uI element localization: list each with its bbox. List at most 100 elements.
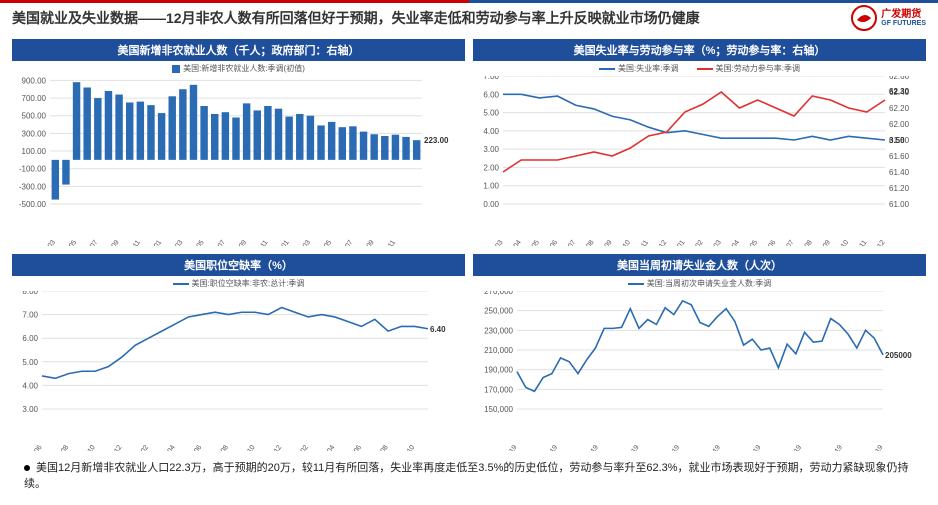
svg-text:2022-09: 2022-09	[355, 239, 376, 246]
svg-text:1.00: 1.00	[483, 182, 499, 191]
page-title: 美国就业及失业数据——12月非农人数有所回落但好于预期，失业率走低和劳动参与率上…	[12, 8, 851, 28]
svg-text:6.40: 6.40	[430, 325, 446, 334]
svg-text:170,000: 170,000	[484, 385, 513, 394]
svg-text:2022-06-19: 2022-06-19	[614, 444, 640, 451]
svg-text:-100.00: -100.00	[19, 165, 47, 174]
svg-text:62.20: 62.20	[889, 104, 910, 113]
svg-text:2022-02: 2022-02	[289, 444, 310, 451]
svg-text:150,000: 150,000	[484, 405, 513, 414]
brand-logo: 广发期货 GF FUTURES	[851, 5, 926, 31]
chart1-svg: -500.00-300.00-100.00100.00300.00500.007…	[12, 76, 462, 246]
svg-text:230,000: 230,000	[484, 326, 513, 335]
svg-text:2020-10: 2020-10	[76, 444, 97, 451]
svg-text:2020-05: 2020-05	[58, 239, 79, 246]
svg-text:2020-08: 2020-08	[50, 444, 71, 451]
svg-text:2022-09-19: 2022-09-19	[736, 444, 762, 451]
chart1-legend: 美国:新增非农就业人数:季调(初值)	[12, 61, 465, 76]
svg-text:-300.00: -300.00	[19, 182, 47, 191]
svg-text:2020-03: 2020-03	[36, 239, 57, 246]
svg-text:700.00: 700.00	[22, 94, 47, 103]
panel-vacancy: 美国职位空缺率（%） 美国:职位空缺率:非农:总计:季调 3.004.005.0…	[12, 254, 465, 451]
svg-text:2021-05: 2021-05	[185, 239, 206, 246]
svg-text:2022-07: 2022-07	[775, 239, 796, 246]
chart2-svg: 0.001.002.003.004.005.006.007.0061.0061.…	[473, 76, 923, 246]
panel-nonfarm: 美国新增非农就业人数（千人；政府部门：右轴） 美国:新增非农就业人数:季调(初值…	[12, 39, 465, 246]
svg-text:2022-01: 2022-01	[666, 239, 687, 246]
svg-text:2022-03: 2022-03	[292, 239, 313, 246]
svg-text:7.00: 7.00	[22, 311, 38, 320]
svg-text:2020-06: 2020-06	[23, 444, 44, 451]
svg-text:2022-08: 2022-08	[369, 444, 390, 451]
svg-text:2021-06: 2021-06	[539, 239, 560, 246]
chart2-legend: 美国:失业率:季调 美国:劳动力参与率:季调	[473, 61, 926, 76]
svg-text:8.00: 8.00	[22, 291, 38, 296]
svg-text:3.00: 3.00	[483, 145, 499, 154]
svg-text:2022-01: 2022-01	[270, 239, 291, 246]
svg-text:2022-10: 2022-10	[396, 444, 417, 451]
svg-text:250,000: 250,000	[484, 307, 513, 316]
svg-text:2022-03: 2022-03	[702, 239, 723, 246]
bullet-icon	[24, 465, 30, 471]
chart2-title: 美国失业率与劳动参与率（%；劳动参与率：右轴）	[473, 39, 926, 61]
svg-text:61.00: 61.00	[889, 200, 910, 209]
svg-text:2.00: 2.00	[483, 163, 499, 172]
svg-text:2021-11: 2021-11	[249, 239, 269, 246]
svg-text:61.20: 61.20	[889, 184, 910, 193]
gf-logo-icon	[851, 5, 877, 31]
svg-text:62.30: 62.30	[889, 87, 910, 96]
svg-text:2022-05: 2022-05	[313, 239, 334, 246]
svg-text:100.00: 100.00	[22, 147, 47, 156]
svg-text:205000: 205000	[885, 351, 912, 360]
svg-text:62.00: 62.00	[889, 120, 910, 129]
svg-text:2021-07: 2021-07	[207, 239, 228, 246]
footer-note: 美国12月新增非农就业人口22.3万，高于预期的20万，较11月有所回落，失业率…	[0, 453, 938, 501]
svg-text:2020-12: 2020-12	[103, 444, 124, 451]
header: 美国就业及失业数据——12月非农人数有所回落但好于预期，失业率走低和劳动参与率上…	[0, 3, 938, 35]
svg-text:2021-09: 2021-09	[228, 239, 249, 246]
svg-text:2021-10: 2021-10	[611, 239, 632, 246]
svg-text:5.00: 5.00	[22, 358, 38, 367]
svg-text:2022-06: 2022-06	[343, 444, 364, 451]
svg-text:2020-09: 2020-09	[100, 239, 121, 246]
svg-text:190,000: 190,000	[484, 366, 513, 375]
chart4-title: 美国当周初请失业金人数（人次）	[473, 254, 926, 276]
svg-text:0.00: 0.00	[483, 200, 499, 209]
svg-text:2021-03: 2021-03	[164, 239, 185, 246]
svg-text:2022-04: 2022-04	[721, 239, 742, 246]
chart3-svg: 3.004.005.006.007.008.002020-062020-0820…	[12, 291, 462, 451]
chart4-legend: 美国:当周初次申请失业金人数:季调	[473, 276, 926, 291]
svg-text:2022-11-19: 2022-11-19	[818, 444, 844, 451]
svg-text:2022-08-19: 2022-08-19	[696, 444, 722, 451]
svg-text:2020-11: 2020-11	[122, 239, 142, 246]
svg-text:2021-04: 2021-04	[502, 239, 523, 246]
svg-text:5.00: 5.00	[483, 109, 499, 118]
charts-grid: 美国新增非农就业人数（千人；政府部门：右轴） 美国:新增非农就业人数:季调(初值…	[0, 35, 938, 453]
svg-text:3.50: 3.50	[889, 136, 905, 145]
svg-text:270,000: 270,000	[484, 291, 513, 296]
svg-text:2022-10-19: 2022-10-19	[777, 444, 803, 451]
svg-text:2021-09: 2021-09	[593, 239, 614, 246]
svg-text:2021-07: 2021-07	[557, 239, 578, 246]
svg-text:2021-01: 2021-01	[143, 239, 164, 246]
svg-text:62.60: 62.60	[889, 76, 910, 81]
svg-text:2022-10: 2022-10	[830, 239, 851, 246]
svg-text:900.00: 900.00	[22, 76, 47, 85]
svg-text:2021-08: 2021-08	[575, 239, 596, 246]
svg-text:2022-02: 2022-02	[684, 239, 705, 246]
svg-text:2021-12: 2021-12	[263, 444, 284, 451]
svg-text:2022-04: 2022-04	[316, 444, 337, 451]
svg-text:2022-07: 2022-07	[334, 239, 355, 246]
top-stripe	[0, 0, 938, 3]
svg-text:2022-11: 2022-11	[377, 239, 397, 246]
svg-text:2021-04: 2021-04	[156, 444, 177, 451]
svg-text:4.00: 4.00	[483, 127, 499, 136]
svg-text:223.00: 223.00	[424, 136, 449, 145]
svg-text:2022-04-19: 2022-04-19	[533, 444, 559, 451]
svg-text:2021-08: 2021-08	[210, 444, 231, 451]
logo-en: GF FUTURES	[881, 20, 926, 27]
svg-text:2021-02: 2021-02	[130, 444, 151, 451]
svg-text:2021-10: 2021-10	[236, 444, 257, 451]
svg-text:3.00: 3.00	[22, 405, 38, 414]
svg-text:2021-06: 2021-06	[183, 444, 204, 451]
svg-text:2022-12-19: 2022-12-19	[858, 444, 884, 451]
